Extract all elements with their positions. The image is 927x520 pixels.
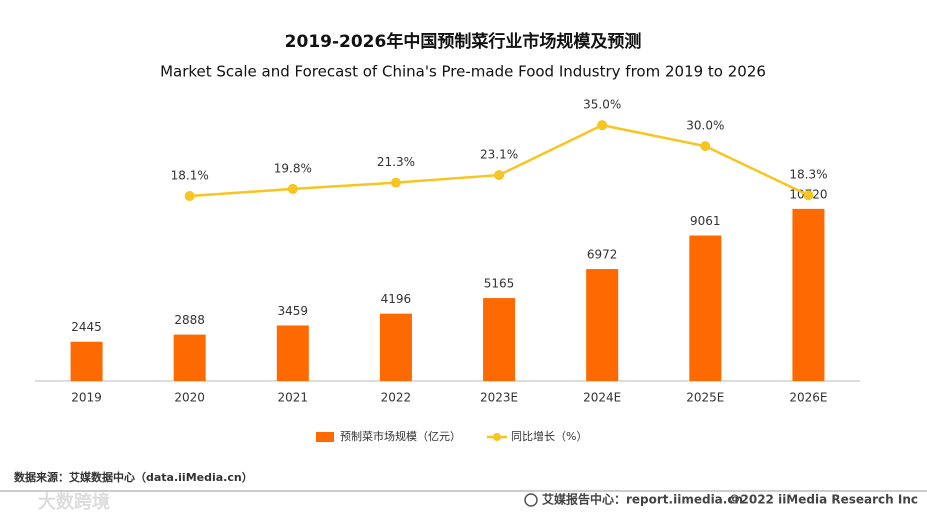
legend-swatch (493, 433, 501, 441)
x-tick-label: 2024E (583, 391, 621, 405)
x-tick-label: 2022 (381, 391, 412, 405)
source: 数据来源：艾媒数据中心（data.iiMedia.cn） (14, 470, 253, 484)
data-label: 4196 (381, 292, 412, 306)
data-label: 2445 (71, 320, 102, 334)
line-point (597, 120, 608, 131)
site-icon (524, 493, 538, 507)
chart-subtitle: Market Scale and Forecast of China's Pre… (160, 63, 766, 81)
data-label: 9061 (690, 214, 721, 228)
bar (379, 313, 412, 381)
data-label: 18.1% (171, 169, 209, 183)
watermark: 大数跨境 (38, 491, 110, 513)
line-point (390, 177, 401, 188)
data-label: 18.3% (789, 168, 827, 182)
legend-label: 同比增长（%） (511, 429, 587, 443)
x-tick-label: 2023E (480, 391, 518, 405)
legend-label: 预制菜市场规模（亿元） (340, 429, 461, 443)
legend-swatch (316, 432, 334, 442)
bar (586, 269, 619, 381)
line-point (287, 183, 298, 194)
data-label: 5165 (484, 277, 515, 291)
x-tick-label: 2026E (789, 391, 827, 405)
data-label: 21.3% (377, 155, 415, 169)
bar (792, 208, 825, 381)
bar (276, 325, 309, 381)
x-tick-label: 2020 (174, 391, 205, 405)
data-label: 23.1% (480, 148, 518, 162)
copyright: ©2022 iiMedia Research Inc (729, 493, 919, 507)
bar (483, 298, 516, 381)
x-tick-label: 2019 (71, 391, 102, 405)
data-label: 19.8% (274, 161, 312, 175)
data-label: 3459 (278, 304, 309, 318)
data-label: 30.0% (686, 119, 724, 133)
bar (70, 341, 103, 381)
data-label: 35.0% (583, 98, 621, 112)
line-point (494, 170, 505, 181)
x-tick-label: 2021 (278, 391, 309, 405)
x-tick-label: 2025E (686, 391, 724, 405)
line-point (700, 141, 711, 152)
line-point (803, 190, 814, 201)
site: 艾媒报告中心：report.iimedia.cn (542, 492, 743, 507)
line-point (184, 191, 195, 202)
bar (689, 235, 722, 381)
chart-title: 2019-2026年中国预制菜行业市场规模及预测 (285, 31, 642, 52)
bar (173, 334, 206, 381)
data-label: 2888 (174, 313, 205, 327)
data-label: 6972 (587, 248, 618, 262)
